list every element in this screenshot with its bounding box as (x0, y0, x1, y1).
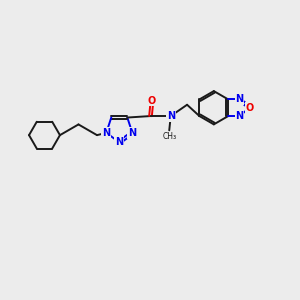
Text: CH₃: CH₃ (162, 132, 176, 141)
Text: N: N (167, 111, 175, 121)
Text: N: N (236, 94, 244, 104)
Text: N: N (115, 137, 123, 147)
Text: N: N (102, 128, 110, 138)
Text: O: O (148, 96, 156, 106)
Text: N: N (128, 128, 136, 138)
Text: O: O (245, 103, 254, 113)
Text: N: N (236, 111, 244, 121)
